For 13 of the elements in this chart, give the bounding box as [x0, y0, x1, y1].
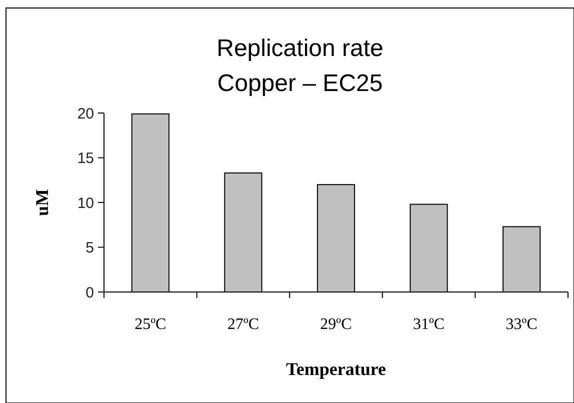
y-tick-label: 10 [77, 194, 94, 212]
x-tick-label: 25ºC [134, 316, 166, 333]
y-tick-label: 15 [77, 150, 94, 167]
x-tick-label: 29ºC [320, 316, 352, 333]
chart-title: Replication rate Copper – EC25 [216, 35, 384, 97]
x-axis-title: Temperature [286, 359, 386, 379]
x-tick-label: 31ºC [412, 316, 445, 333]
y-axis-title: uM [32, 188, 52, 216]
x-tick-label: 27ºC [227, 316, 260, 333]
y-tick-label: 20 [77, 105, 94, 122]
y-tick-label: 5 [86, 240, 94, 256]
x-tick-label: 33ºC [506, 316, 538, 333]
y-tick-label: 0 [86, 284, 94, 302]
